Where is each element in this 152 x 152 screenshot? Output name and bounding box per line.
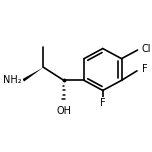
Text: Cl: Cl <box>142 43 151 54</box>
Polygon shape <box>22 67 43 82</box>
Text: F: F <box>100 98 106 108</box>
Text: OH: OH <box>56 106 71 116</box>
Text: F: F <box>142 64 147 74</box>
Text: NH₂: NH₂ <box>3 75 22 85</box>
